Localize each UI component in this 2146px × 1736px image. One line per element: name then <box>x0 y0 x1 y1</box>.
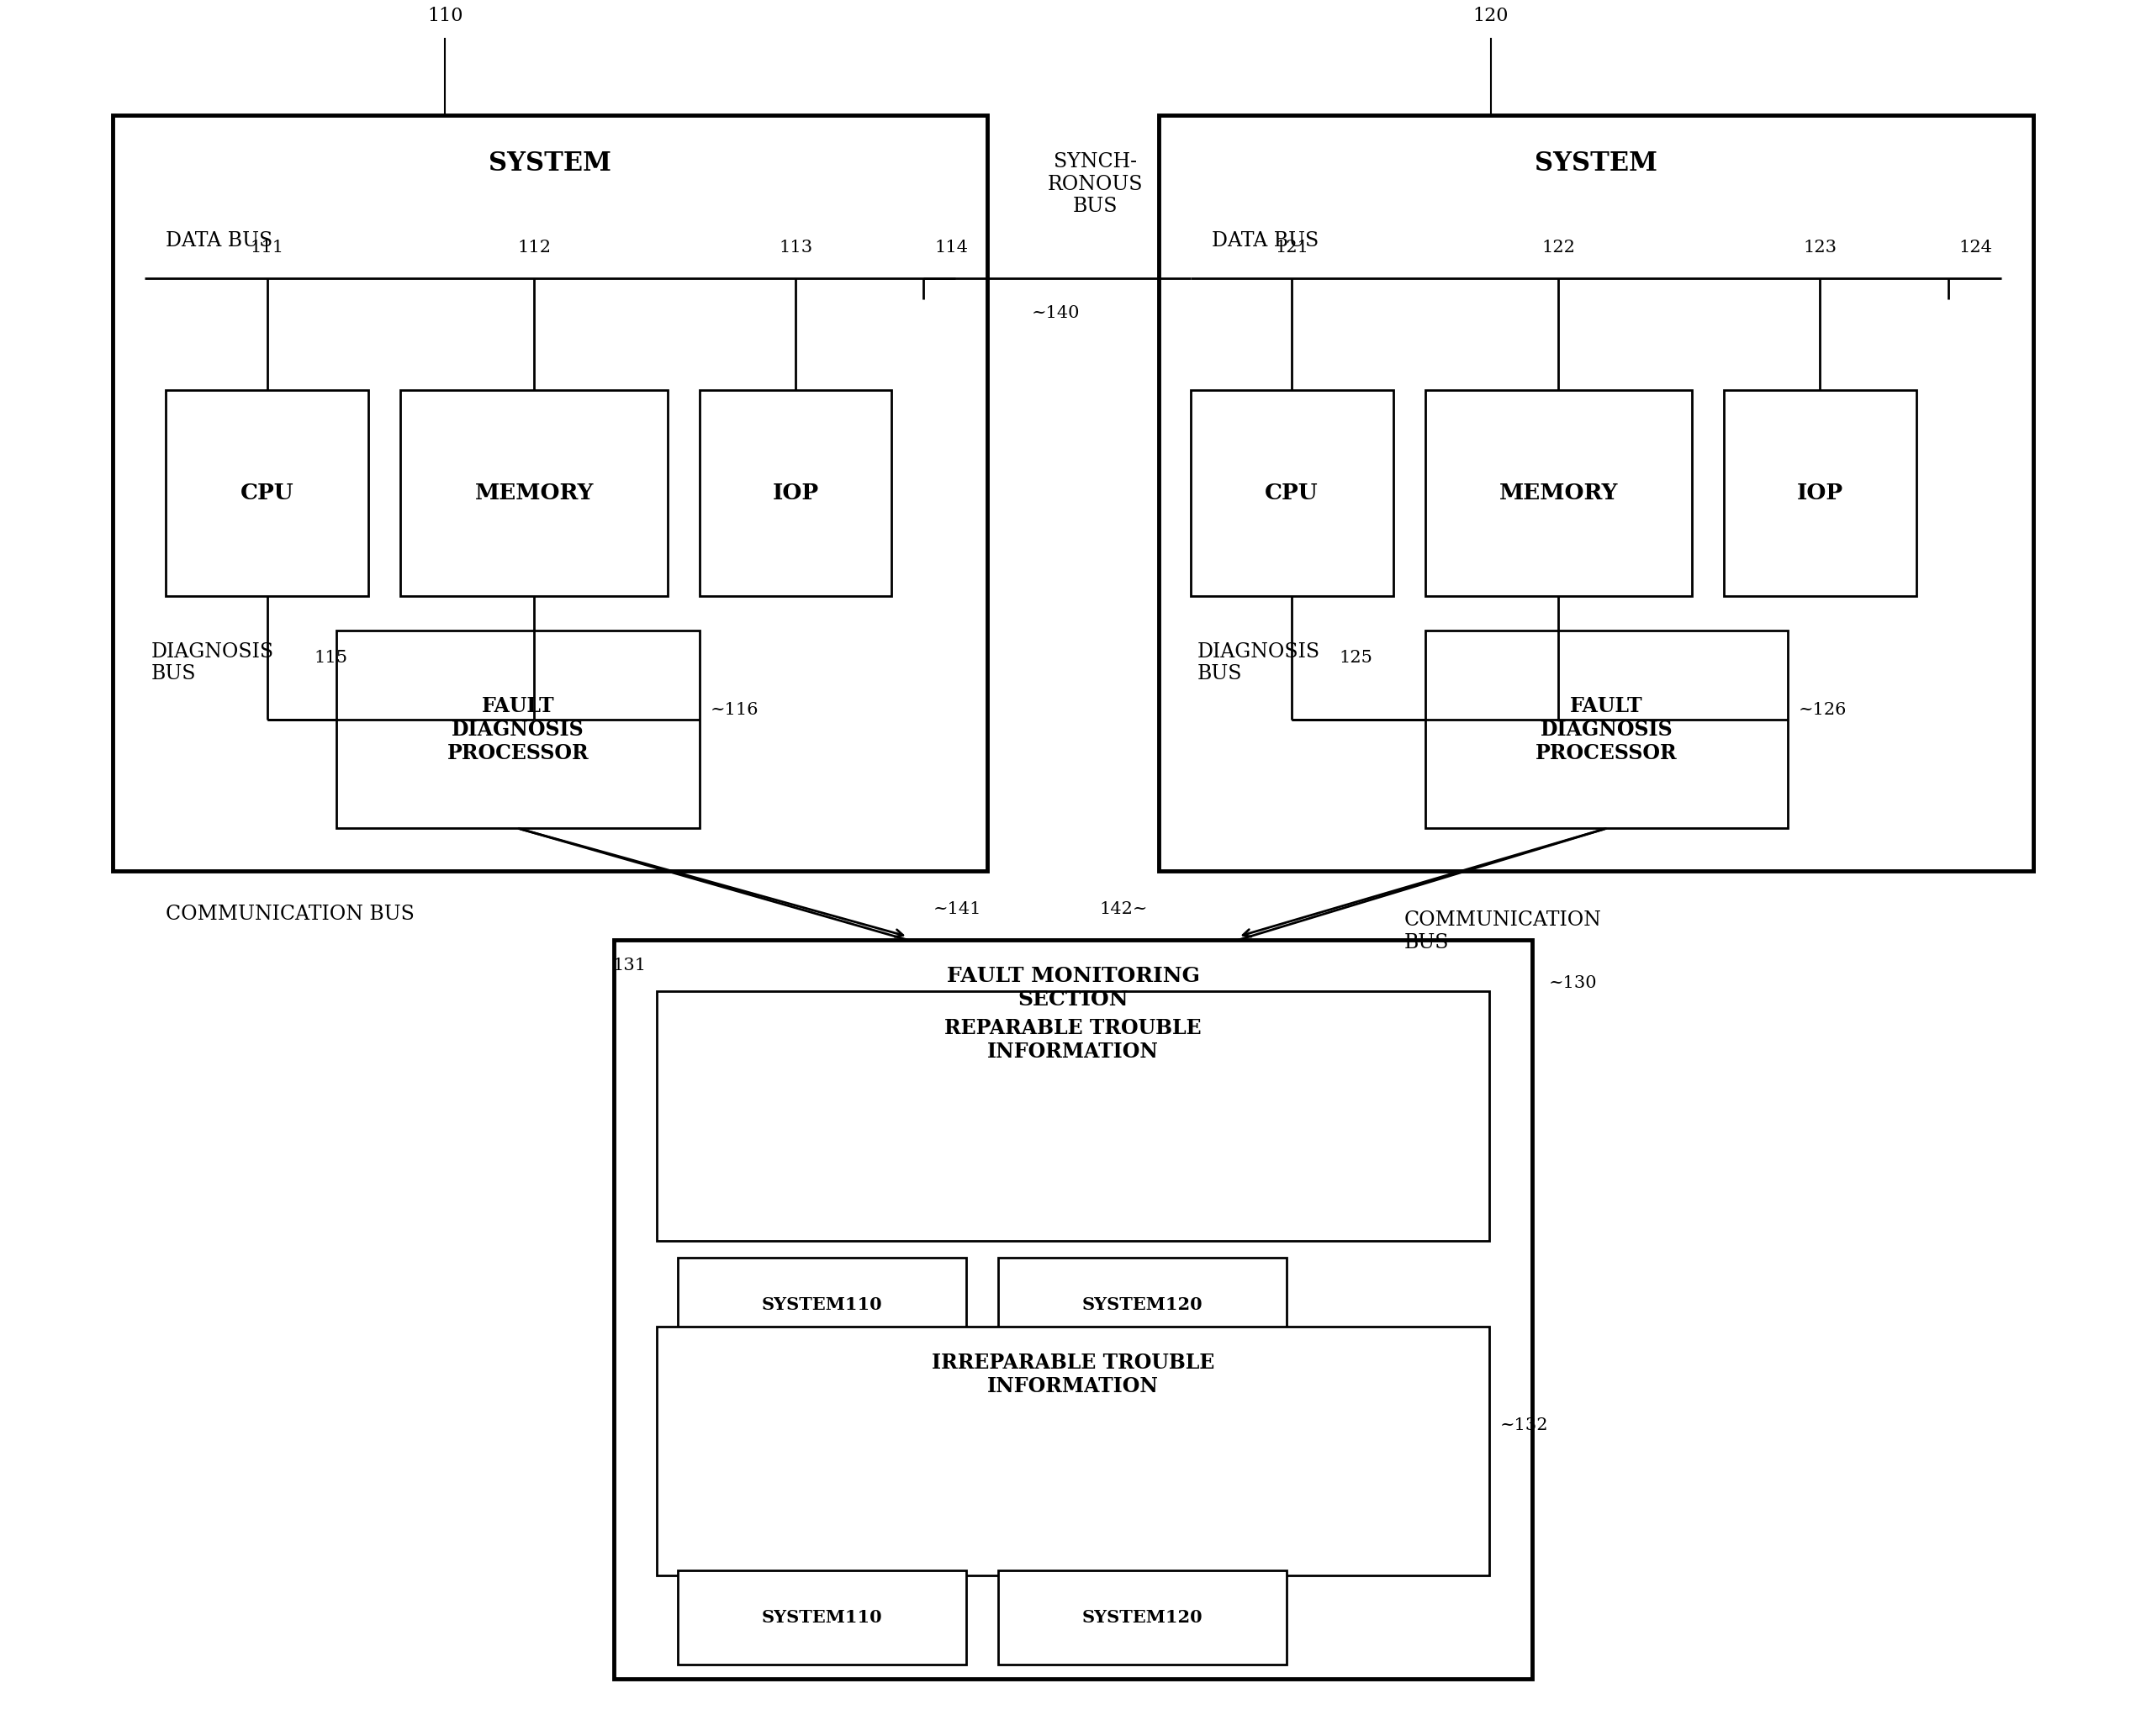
Text: DATA BUS: DATA BUS <box>165 231 273 250</box>
Text: DIAGNOSIS
BUS: DIAGNOSIS BUS <box>150 642 275 684</box>
Bar <box>1425 391 1691 597</box>
Bar <box>1159 116 2034 871</box>
Bar <box>998 1571 1285 1665</box>
Text: SYSTEM120: SYSTEM120 <box>1082 1297 1202 1314</box>
Bar <box>1191 391 1393 597</box>
Text: 120: 120 <box>1472 7 1509 24</box>
Text: FAULT
DIAGNOSIS
PROCESSOR: FAULT DIAGNOSIS PROCESSOR <box>446 696 588 764</box>
Text: 142~: 142~ <box>1099 901 1148 917</box>
Bar <box>337 630 700 828</box>
Text: SYSTEM: SYSTEM <box>489 151 612 177</box>
Text: 113: 113 <box>779 240 813 255</box>
Bar <box>998 1259 1285 1352</box>
Text: 121: 121 <box>1275 240 1309 255</box>
Text: 131: 131 <box>612 958 646 974</box>
Text: DIAGNOSIS
BUS: DIAGNOSIS BUS <box>1197 642 1320 684</box>
Bar <box>614 939 1532 1679</box>
Bar <box>112 116 987 871</box>
Text: 114: 114 <box>934 240 968 255</box>
Text: ~141: ~141 <box>934 901 981 917</box>
Bar <box>1425 630 1788 828</box>
Text: ~130: ~130 <box>1549 976 1597 991</box>
Text: COMMUNICATION BUS: COMMUNICATION BUS <box>165 904 414 924</box>
Text: DATA BUS: DATA BUS <box>1212 231 1320 250</box>
Text: CPU: CPU <box>240 483 294 503</box>
Text: 111: 111 <box>251 240 283 255</box>
Bar <box>657 991 1489 1241</box>
Bar <box>1723 391 1916 597</box>
Text: REPARABLE TROUBLE
INFORMATION: REPARABLE TROUBLE INFORMATION <box>944 1017 1202 1061</box>
Text: MEMORY: MEMORY <box>474 483 594 503</box>
Text: 112: 112 <box>517 240 552 255</box>
Text: SYNCH-
RONOUS
BUS: SYNCH- RONOUS BUS <box>1047 153 1144 217</box>
Text: FAULT
DIAGNOSIS
PROCESSOR: FAULT DIAGNOSIS PROCESSOR <box>1537 696 1678 764</box>
Text: 115: 115 <box>313 649 348 667</box>
Bar <box>700 391 891 597</box>
Text: SYSTEM120: SYSTEM120 <box>1082 1609 1202 1627</box>
Bar <box>657 1326 1489 1576</box>
Text: SYSTEM110: SYSTEM110 <box>762 1297 882 1314</box>
Bar <box>165 391 369 597</box>
Text: 124: 124 <box>1959 240 1991 255</box>
Text: FAULT MONITORING
SECTION: FAULT MONITORING SECTION <box>946 967 1200 1010</box>
Text: SYSTEM: SYSTEM <box>1534 151 1657 177</box>
Text: ~140: ~140 <box>1032 306 1079 321</box>
Text: ~126: ~126 <box>1798 701 1848 717</box>
Text: IOP: IOP <box>773 483 820 503</box>
Text: 110: 110 <box>427 7 464 24</box>
Bar <box>678 1259 966 1352</box>
Text: 122: 122 <box>1541 240 1575 255</box>
Text: COMMUNICATION
BUS: COMMUNICATION BUS <box>1403 911 1601 953</box>
Text: 123: 123 <box>1803 240 1837 255</box>
Bar <box>401 391 667 597</box>
Text: ~116: ~116 <box>710 701 758 717</box>
Text: ~132: ~132 <box>1500 1417 1547 1434</box>
Text: SYSTEM110: SYSTEM110 <box>762 1609 882 1627</box>
Text: MEMORY: MEMORY <box>1500 483 1618 503</box>
Bar <box>678 1571 966 1665</box>
Text: IOP: IOP <box>1796 483 1843 503</box>
Text: CPU: CPU <box>1264 483 1318 503</box>
Text: IRREPARABLE TROUBLE
INFORMATION: IRREPARABLE TROUBLE INFORMATION <box>931 1352 1215 1396</box>
Text: 125: 125 <box>1339 649 1371 667</box>
